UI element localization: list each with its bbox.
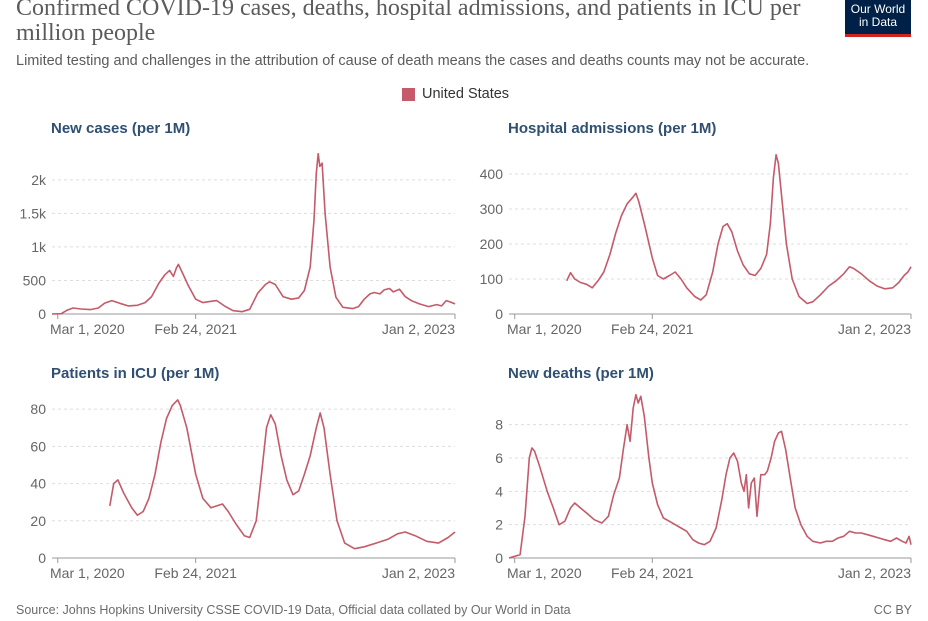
new-deaths-y-tick-label: 6: [495, 450, 503, 466]
patients-icu-series-line: [109, 399, 456, 550]
new-cases-y-tick-label: 2k: [31, 172, 47, 188]
patients-icu-x-tick-label: Feb 24, 2021: [154, 565, 237, 581]
chart-title: Confirmed COVID-19 cases, deaths, hospit…: [16, 0, 801, 46]
owid-logo[interactable]: Our World in Data: [845, 0, 911, 37]
new-cases-x-tick-label: Jan 2, 2023: [382, 321, 455, 337]
hospital-admissions-x-tick-label: Mar 1, 2020: [507, 321, 582, 337]
logo-line-1: Our World: [850, 2, 906, 16]
new-deaths-x-tick-label: Mar 1, 2020: [507, 565, 582, 581]
new-deaths-series-line: [508, 393, 912, 559]
new-cases-y-tick-label: 1.5k: [20, 205, 47, 221]
hospital-admissions-y-tick-label: 200: [480, 236, 504, 252]
new-deaths-y-tick-label: 2: [495, 517, 503, 533]
new-deaths-x-tick-label: Jan 2, 2023: [838, 565, 911, 581]
hospital-admissions-y-tick-label: 400: [480, 166, 504, 182]
patients-icu-y-tick-label: 20: [30, 513, 46, 529]
new-cases-y-tick-label: 0: [38, 306, 46, 322]
new-cases-y-tick-label: 500: [23, 272, 47, 288]
hospital-admissions-series-line: [565, 154, 912, 305]
logo-line-2: in Data: [858, 15, 898, 29]
logo-accent-bar: [845, 34, 911, 37]
panel-title-patients-icu: Patients in ICU (per 1M): [51, 365, 220, 382]
panel-title-hospital-admissions: Hospital admissions (per 1M): [508, 120, 717, 137]
patients-icu-y-tick-label: 80: [30, 401, 46, 417]
new-cases-y-tick-label: 1k: [31, 239, 47, 255]
patients-icu-x-tick-label: Jan 2, 2023: [382, 565, 455, 581]
new-cases-x-tick-label: Mar 1, 2020: [50, 321, 125, 337]
source-note: Source: Johns Hopkins University CSSE CO…: [16, 603, 571, 617]
legend[interactable]: United States: [402, 86, 509, 102]
hospital-admissions-y-tick-label: 300: [480, 201, 504, 217]
hospital-admissions-y-tick-label: 100: [480, 271, 504, 287]
patients-icu-y-tick-label: 0: [38, 550, 46, 566]
panel-title-new-cases: New cases (per 1M): [51, 120, 191, 137]
new-deaths-y-tick-label: 8: [495, 417, 503, 433]
hospital-admissions-x-tick-label: Feb 24, 2021: [611, 321, 694, 337]
patients-icu-y-tick-label: 40: [30, 476, 46, 492]
new-deaths-y-tick-label: 0: [495, 550, 503, 566]
patients-icu-y-tick-label: 60: [30, 438, 46, 454]
new-deaths-y-tick-label: 4: [495, 483, 503, 499]
panel-title-new-deaths: New deaths (per 1M): [508, 365, 654, 382]
new-cases-series-line: [51, 152, 456, 315]
new-cases-x-tick-label: Feb 24, 2021: [154, 321, 237, 337]
legend-label: United States: [422, 86, 510, 102]
new-deaths-x-tick-label: Feb 24, 2021: [611, 565, 694, 581]
hospital-admissions-x-tick-label: Jan 2, 2023: [838, 321, 911, 337]
patients-icu-x-tick-label: Mar 1, 2020: [50, 565, 125, 581]
hospital-admissions-y-tick-label: 0: [495, 306, 503, 322]
chart-subtitle: Limited testing and challenges in the at…: [16, 53, 810, 69]
legend-swatch: [402, 87, 415, 101]
license-note: CC BY: [873, 603, 912, 617]
